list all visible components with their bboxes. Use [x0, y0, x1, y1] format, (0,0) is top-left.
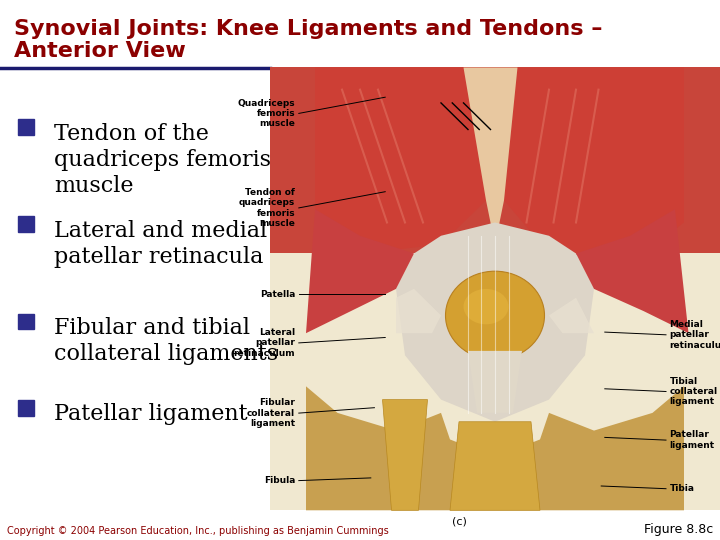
Text: Figure 8.8c: Figure 8.8c — [644, 523, 713, 536]
Text: Fibula: Fibula — [264, 476, 295, 485]
Ellipse shape — [464, 289, 508, 325]
Text: Patellar ligament: Patellar ligament — [54, 403, 248, 426]
Bar — [18, 119, 34, 135]
Text: Tendon of the
quadriceps femoris
muscle: Tendon of the quadriceps femoris muscle — [54, 123, 271, 197]
Bar — [18, 400, 34, 416]
Text: Copyright © 2004 Pearson Education, Inc., publishing as Benjamin Cummings: Copyright © 2004 Pearson Education, Inc.… — [7, 525, 389, 536]
Text: Synovial Joints: Knee Ligaments and Tendons –
Anterior View: Synovial Joints: Knee Ligaments and Tend… — [14, 19, 603, 62]
Bar — [270, 68, 720, 253]
Polygon shape — [306, 209, 414, 333]
Bar — [18, 217, 34, 232]
Polygon shape — [315, 68, 486, 253]
Text: Fibular and tibial
collateral ligaments: Fibular and tibial collateral ligaments — [54, 317, 278, 365]
Polygon shape — [306, 386, 684, 510]
Text: Fibular
collateral
ligament: Fibular collateral ligament — [247, 398, 295, 428]
Text: Quadriceps
femoris
muscle: Quadriceps femoris muscle — [238, 98, 295, 129]
Ellipse shape — [446, 271, 544, 360]
Polygon shape — [549, 298, 594, 333]
Text: Patellar
ligament: Patellar ligament — [670, 430, 715, 450]
Text: Lateral and medial
patellar retinacula: Lateral and medial patellar retinacula — [54, 220, 267, 268]
Bar — [270, 68, 720, 510]
Text: (c): (c) — [451, 517, 467, 527]
Polygon shape — [396, 289, 441, 333]
Polygon shape — [450, 422, 540, 510]
Polygon shape — [576, 209, 688, 333]
Text: Lateral
patellar
retinaculum: Lateral patellar retinaculum — [233, 328, 295, 358]
Polygon shape — [464, 68, 518, 245]
Text: Tibia: Tibia — [670, 484, 695, 493]
Text: Medial
patellar
retinaculum: Medial patellar retinaculum — [670, 320, 720, 350]
Polygon shape — [468, 351, 522, 413]
Polygon shape — [396, 222, 594, 422]
Text: Patella: Patella — [260, 290, 295, 299]
Text: Tendon of
quadriceps
femoris
muscle: Tendon of quadriceps femoris muscle — [239, 188, 295, 228]
Text: Tibial
collateral
ligament: Tibial collateral ligament — [670, 376, 718, 407]
Polygon shape — [382, 400, 428, 510]
Polygon shape — [504, 68, 684, 258]
Bar — [18, 314, 34, 329]
